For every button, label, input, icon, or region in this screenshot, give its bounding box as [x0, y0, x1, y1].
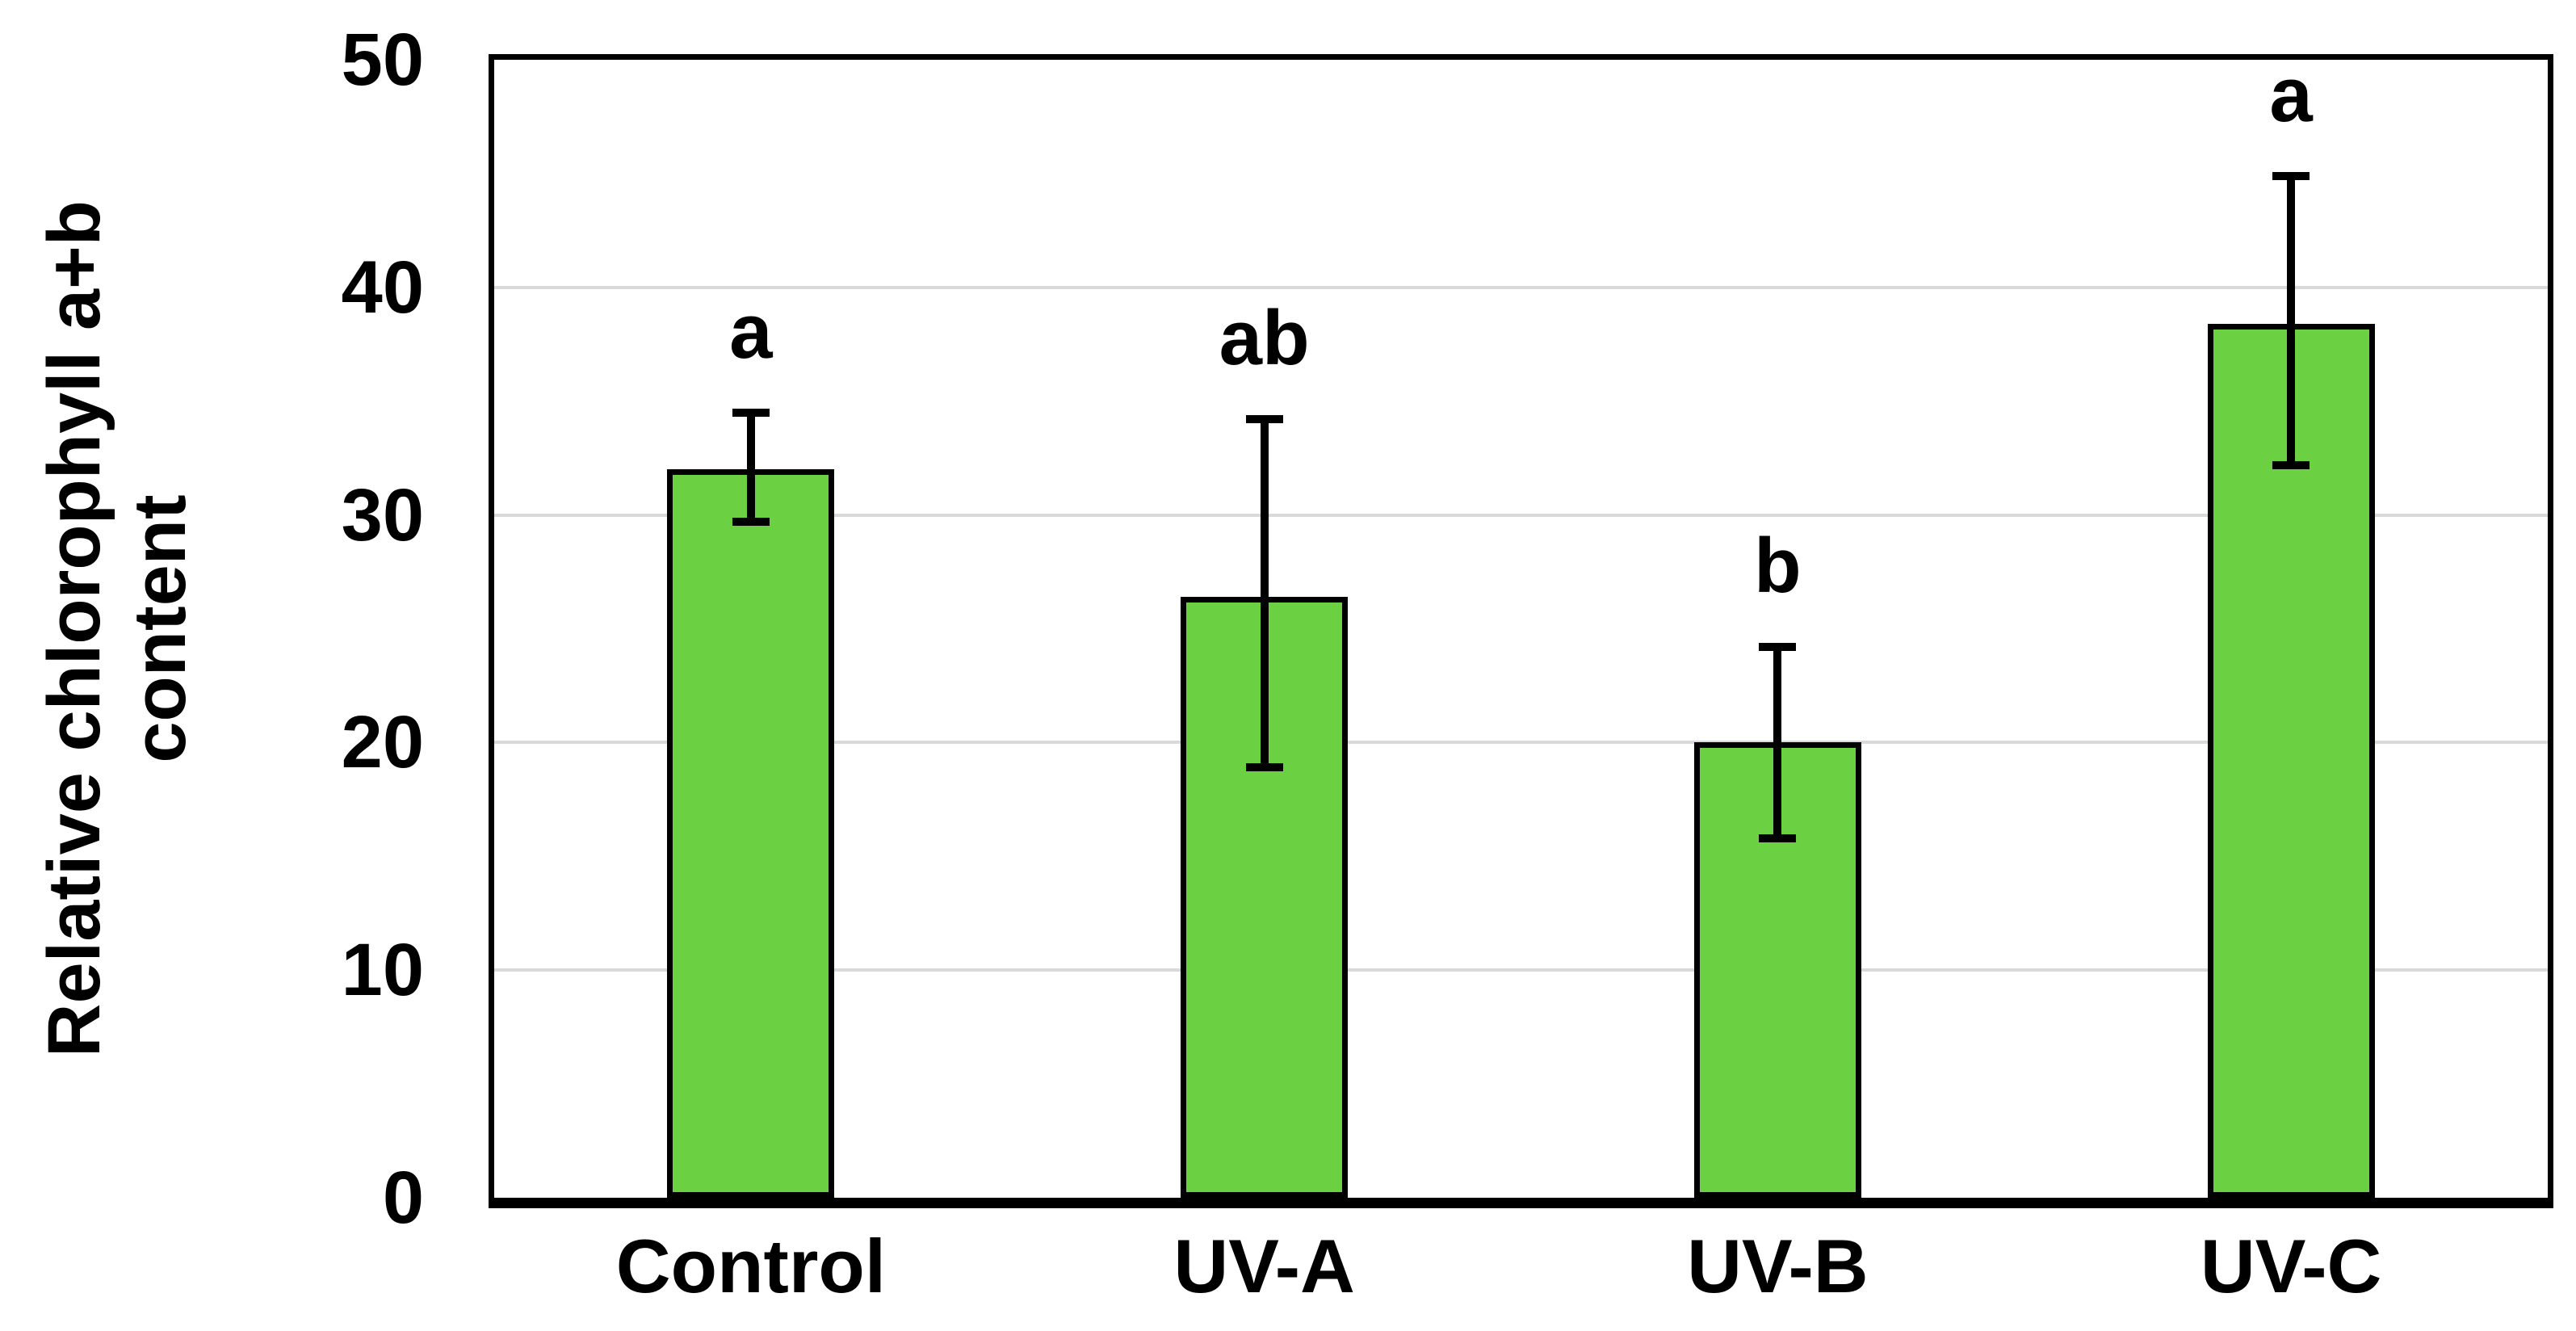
x-tick-label-uv-b: UV-B: [1687, 1224, 1869, 1308]
y-axis-title-line1: Relative chlorophyll a+b: [33, 200, 115, 1057]
sig-letter-uv-b: b: [1754, 523, 1802, 610]
error-bar-cap-bottom: [1245, 763, 1283, 772]
error-bar-cap-top: [732, 408, 770, 417]
error-bar-line: [1260, 419, 1269, 768]
error-bar-cap-top: [1759, 643, 1797, 652]
y-tick-label: 50: [341, 19, 424, 101]
y-tick-label: 30: [341, 473, 424, 556]
error-bar-line: [2287, 175, 2296, 465]
y-tick-label: 20: [341, 701, 424, 784]
bar-uv-c: [2207, 324, 2375, 1198]
x-tick-label-uv-a: UV-A: [1173, 1224, 1355, 1308]
y-tick-label: 0: [382, 1157, 424, 1239]
sig-letter-uv-c: a: [2269, 51, 2313, 138]
error-bar-cap-top: [1245, 415, 1283, 424]
gridline: [494, 968, 2548, 972]
gridline: [494, 285, 2548, 289]
gridline: [494, 513, 2548, 517]
error-bar-cap-top: [2272, 171, 2310, 180]
sig-letter-uv-a: ab: [1219, 295, 1310, 382]
y-axis-title-line2: content: [119, 494, 201, 763]
y-tick-label: 40: [341, 246, 424, 329]
y-axis-title-block: Relative chlorophyll a+b content: [24, 60, 210, 1198]
error-bar-line: [1773, 647, 1782, 838]
gridline: [494, 741, 2548, 745]
bar-control: [667, 469, 835, 1198]
x-tick-label-control: Control: [615, 1224, 886, 1308]
error-bar-cap-bottom: [732, 518, 770, 527]
x-tick-label-uv-c: UV-C: [2200, 1224, 2382, 1308]
y-tick-label: 10: [341, 929, 424, 1012]
plot-area: a ab b a: [489, 54, 2553, 1208]
error-bar-cap-bottom: [2272, 460, 2310, 469]
y-axis-title: Relative chlorophyll a+b content: [24, 60, 210, 1198]
sig-letter-control: a: [729, 288, 773, 375]
error-bar-line: [746, 412, 755, 523]
error-bar-cap-bottom: [1759, 833, 1797, 842]
